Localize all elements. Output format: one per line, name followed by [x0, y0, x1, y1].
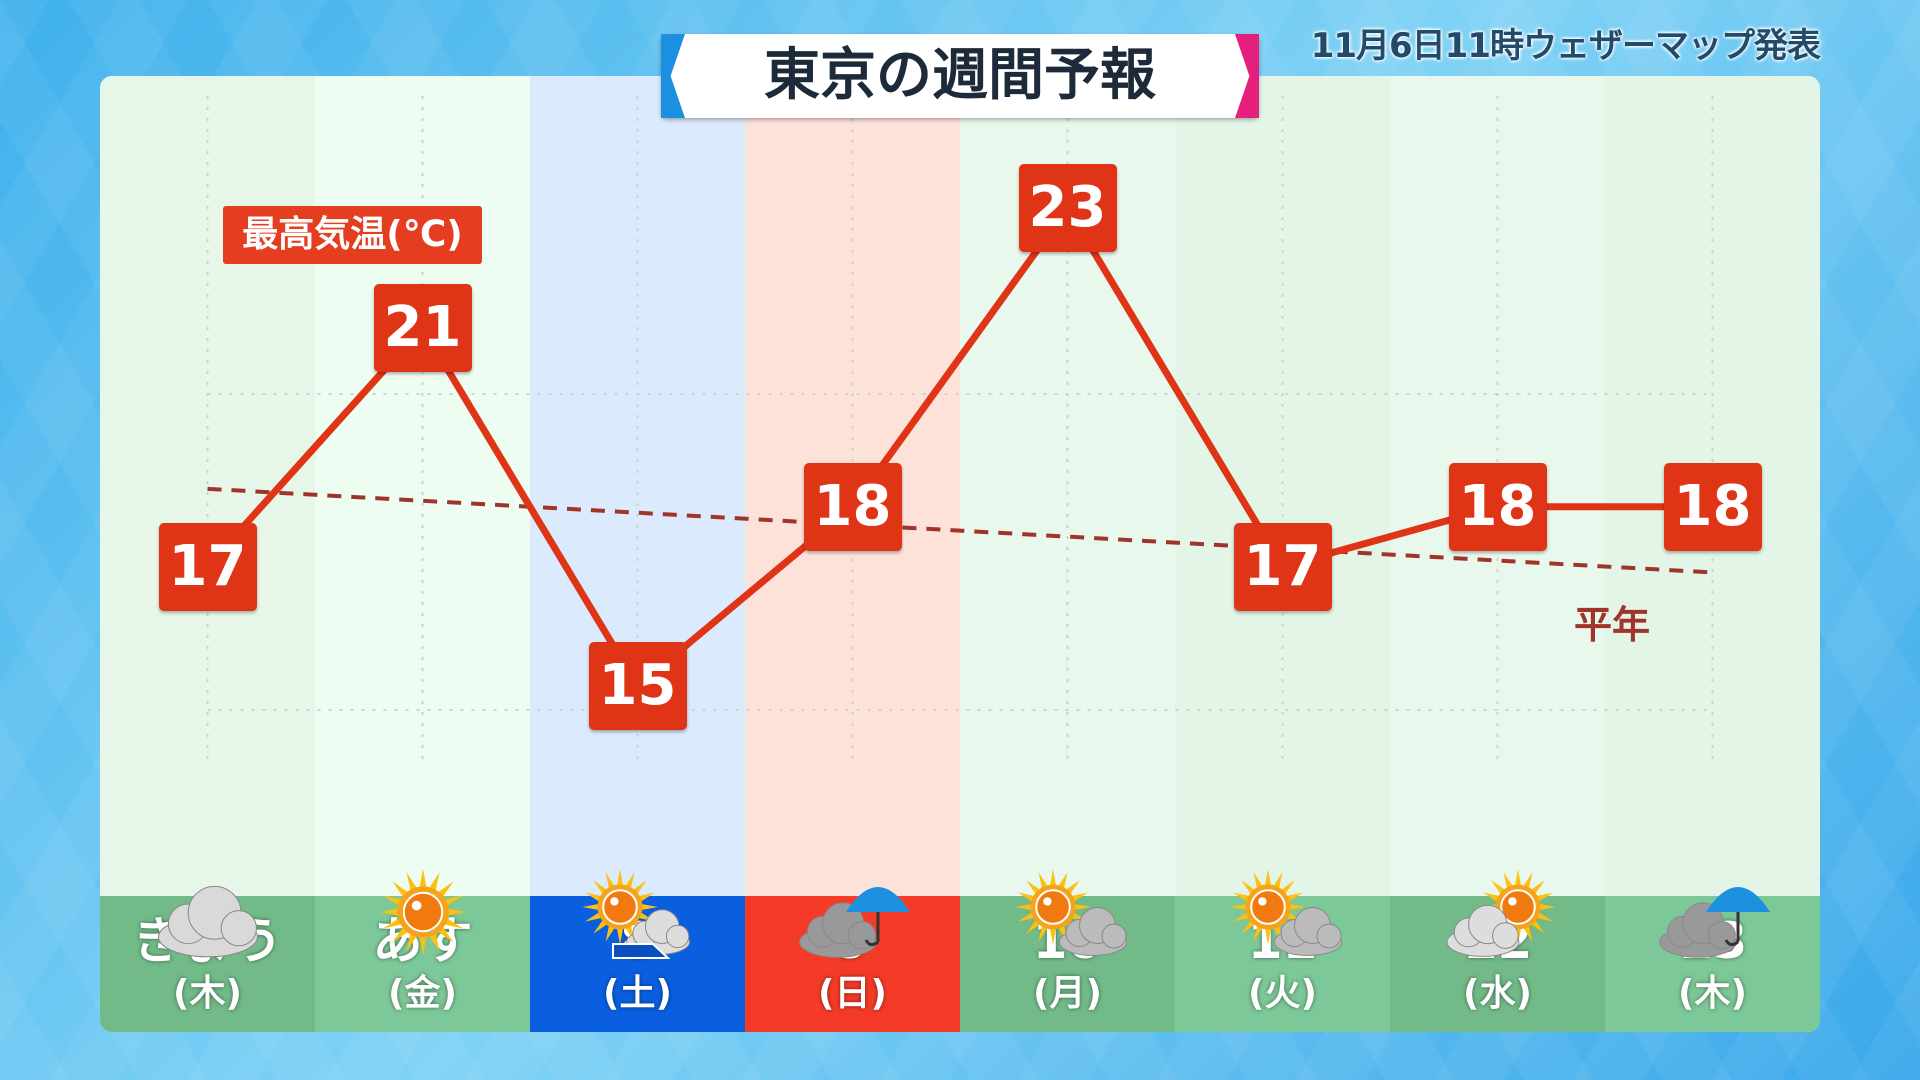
day-column [530, 76, 745, 896]
weekday-label: (土) [603, 973, 672, 1014]
weekday-label: (火) [1248, 973, 1317, 1014]
weekday-label: (木) [173, 973, 242, 1014]
weekday-label: (日) [818, 973, 887, 1014]
high-temp-label: 23 [1018, 164, 1117, 252]
cloudy-with-sun-icon [1446, 869, 1556, 957]
high-temp-label: 15 [588, 642, 687, 730]
cloudy-icon [157, 885, 258, 958]
sunny-icon [379, 868, 466, 956]
cloudy-with-rain-icon [1658, 887, 1770, 958]
day-column [1175, 76, 1390, 896]
cloudy-with-rain-icon [798, 887, 910, 958]
normal-label: 平年 [1574, 603, 1651, 647]
sunny-then-cloudy-icon [581, 869, 690, 959]
page-title: 東京の週間予報 [661, 34, 1259, 118]
high-temp-label: 18 [1663, 462, 1762, 551]
high-temp-label: 18 [803, 462, 902, 551]
high-temp-label: 21 [373, 283, 472, 372]
normal-line [207, 486, 1713, 575]
sunny-with-clouds-icon [1014, 869, 1127, 956]
high-temp-label: 17 [1233, 522, 1332, 611]
issued-time: 11月6日11時ウェザーマップ発表 [1310, 26, 1821, 66]
day-label: あす (金) [315, 896, 530, 1032]
sunny-with-clouds-icon [1229, 869, 1342, 956]
temperature-chart [204, 96, 1714, 766]
weekday-label: (木) [1678, 973, 1747, 1014]
forecast-panel: きょう(木)あす(金)8(土)9(日)10(月)11(火)12(水)13(木)1… [100, 76, 1820, 1032]
weekday-label: (水) [1463, 973, 1532, 1014]
high-temp-label: 18 [1448, 462, 1547, 551]
legend-label: 最高気温(℃) [223, 206, 482, 264]
high-temp-label: 17 [158, 522, 257, 611]
weekday-label: (月) [1033, 973, 1102, 1014]
high-temp-line [204, 204, 1713, 690]
weekday-label: (金) [388, 973, 457, 1014]
